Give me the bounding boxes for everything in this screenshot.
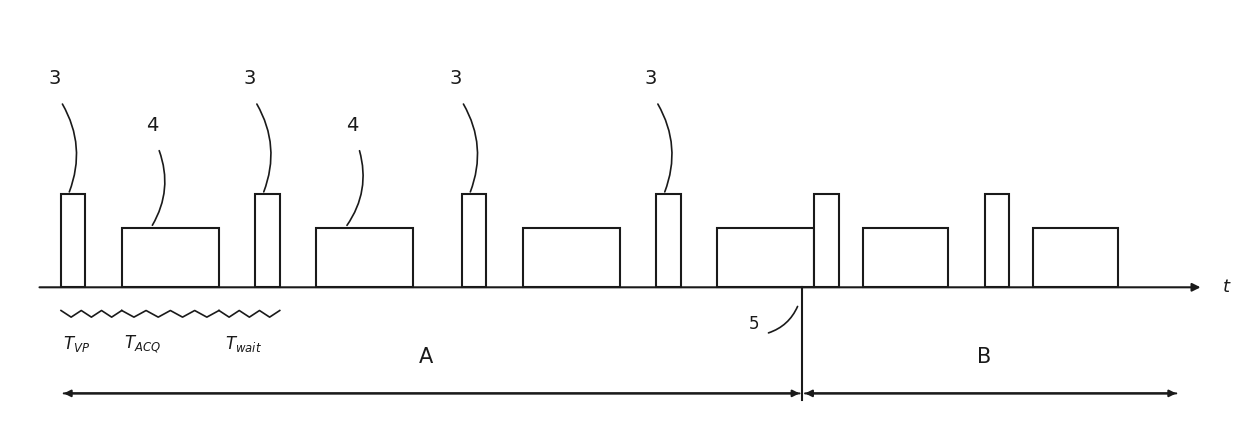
Text: $T_{VP}$: $T_{VP}$	[63, 334, 91, 354]
Bar	[717, 228, 815, 287]
Text: 3: 3	[243, 69, 255, 88]
Bar	[463, 194, 486, 287]
Text: $T_{wait}$: $T_{wait}$	[226, 334, 262, 354]
Text: B: B	[977, 347, 992, 367]
Text: 4: 4	[346, 116, 358, 135]
Text: 3: 3	[645, 69, 656, 88]
Text: 3: 3	[48, 69, 61, 88]
Bar	[523, 228, 620, 287]
Text: A: A	[418, 347, 433, 367]
Bar	[863, 228, 949, 287]
Bar	[985, 194, 1009, 287]
Bar	[255, 194, 280, 287]
Text: $T_{ACQ}$: $T_{ACQ}$	[124, 334, 161, 355]
Bar	[656, 194, 681, 287]
Bar	[815, 194, 838, 287]
Text: $t$: $t$	[1221, 278, 1231, 296]
Bar	[316, 228, 413, 287]
Text: 3: 3	[450, 69, 463, 88]
Text: 5: 5	[749, 315, 759, 333]
Bar	[1033, 228, 1118, 287]
Bar	[122, 228, 219, 287]
Bar	[61, 194, 86, 287]
Text: 4: 4	[146, 116, 159, 135]
